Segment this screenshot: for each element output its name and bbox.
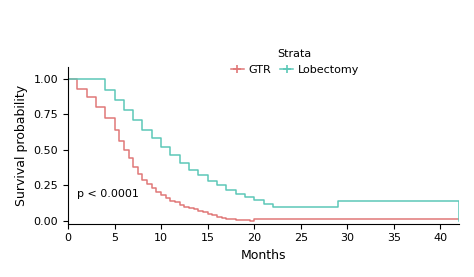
Text: p < 0.0001: p < 0.0001 — [77, 189, 139, 199]
Y-axis label: Survival probability: Survival probability — [15, 85, 28, 206]
X-axis label: Months: Months — [241, 249, 286, 262]
Legend: GTR, Lobectomy: GTR, Lobectomy — [226, 45, 364, 79]
